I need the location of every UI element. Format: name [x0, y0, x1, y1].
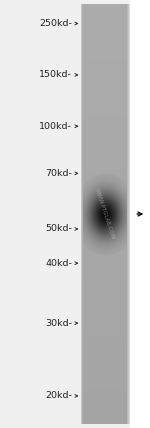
- Text: 70kd-: 70kd-: [45, 169, 72, 178]
- Text: 30kd-: 30kd-: [45, 318, 72, 328]
- Bar: [0, 0, 80, 428]
- Text: 20kd-: 20kd-: [45, 391, 72, 401]
- Text: 50kd-: 50kd-: [45, 224, 72, 234]
- Text: 40kd-: 40kd-: [45, 259, 72, 268]
- Text: 250kd-: 250kd-: [39, 19, 72, 28]
- Text: 100kd-: 100kd-: [39, 122, 72, 131]
- Bar: [130, 0, 150, 428]
- Text: 150kd-: 150kd-: [39, 70, 72, 80]
- Text: WWW.PTGLAB.COM: WWW.PTGLAB.COM: [94, 188, 115, 240]
